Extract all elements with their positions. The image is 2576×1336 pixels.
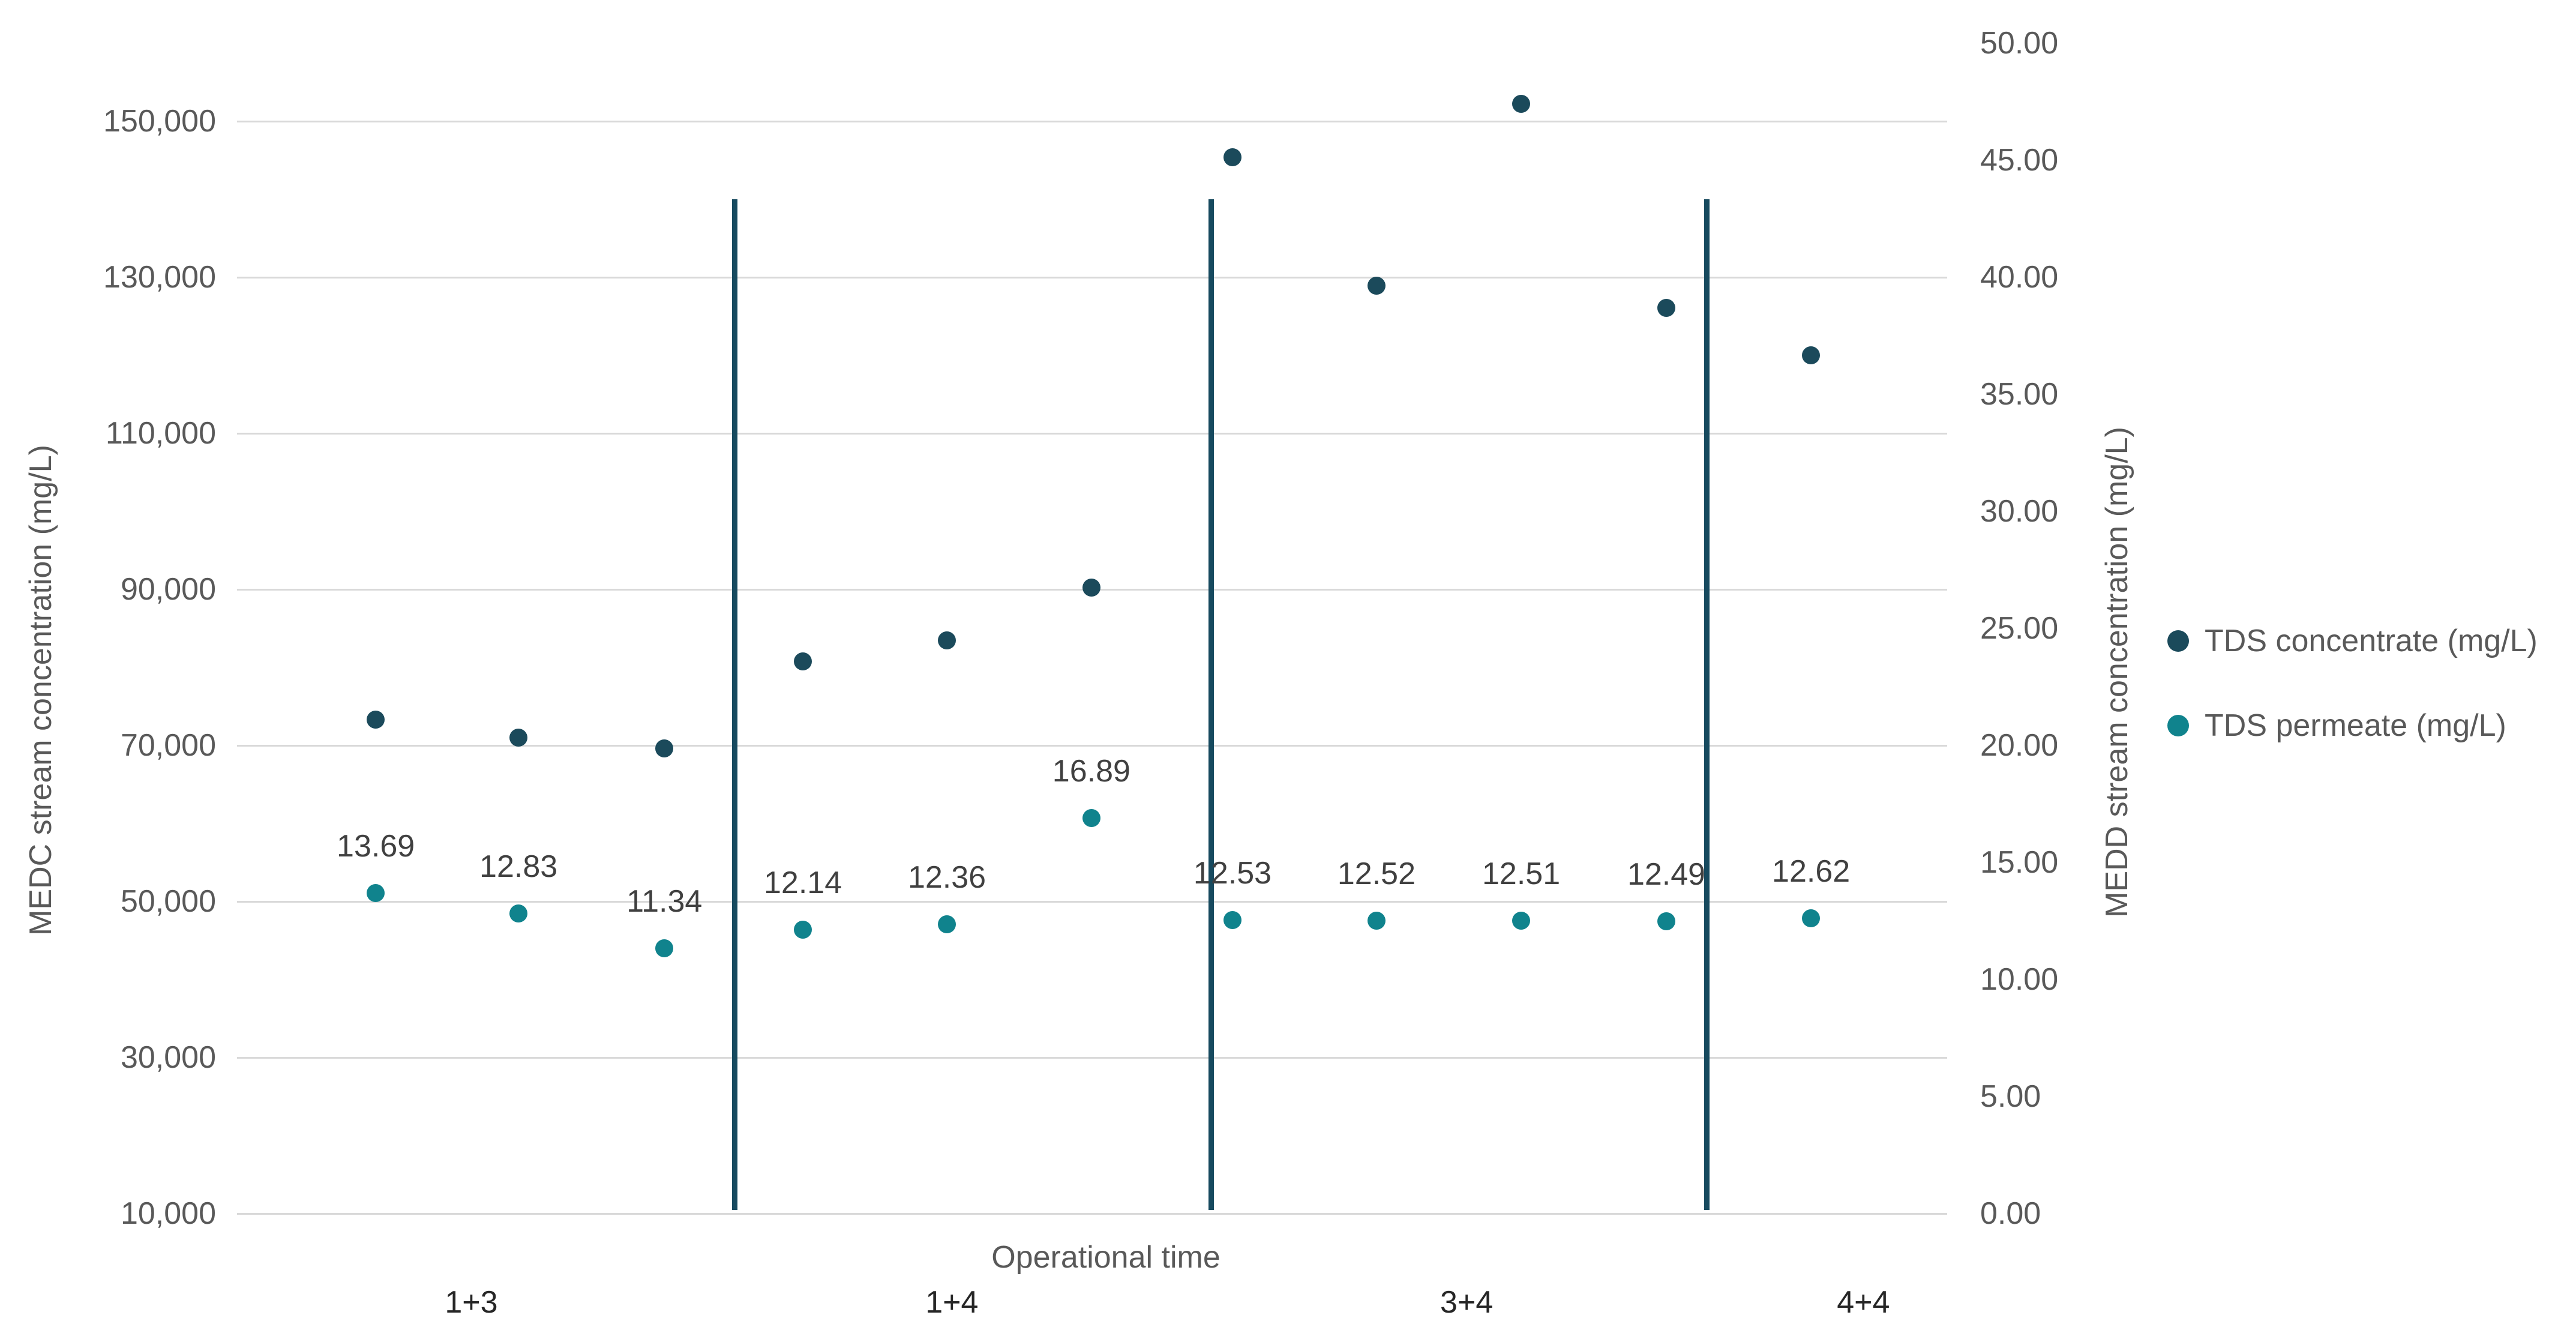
right-axis-tick-label: 10.00 (1980, 962, 2059, 997)
permeate-point[interactable] (1223, 911, 1241, 930)
concentrate-point[interactable] (1367, 277, 1386, 295)
group-divider-line (1704, 199, 1710, 1210)
left-axis-tick-label: 110,000 (105, 416, 216, 451)
right-axis-tick-label: 0.00 (1980, 1196, 2041, 1231)
right-axis-title: MEDD stream concentration (mg/L) (2100, 427, 2134, 918)
permeate-data-label: 12.83 (479, 849, 558, 884)
permeate-data-label: 12.49 (1627, 856, 1706, 892)
left-axis-tick-label: 50,000 (120, 884, 216, 919)
gridline (237, 276, 1947, 278)
gridline (237, 1056, 1947, 1059)
concentrate-series-marker-icon (2167, 630, 2189, 652)
legend: TDS concentrate (mg/L) TDS permeate (mg/… (2167, 612, 2538, 781)
x-axis-category-label: 4+4 (1837, 1285, 1890, 1320)
concentrate-point[interactable] (1657, 298, 1676, 317)
right-axis-tick-label: 25.00 (1980, 611, 2059, 646)
x-axis-category-label: 3+4 (1440, 1285, 1494, 1320)
right-axis-tick-label: 5.00 (1980, 1079, 2041, 1114)
gridline (237, 120, 1947, 122)
left-axis-tick-label: 30,000 (120, 1040, 216, 1075)
right-axis-tick-label: 15.00 (1980, 845, 2059, 880)
permeate-data-label: 12.62 (1772, 853, 1851, 889)
permeate-point[interactable] (794, 920, 812, 939)
concentrate-point[interactable] (1802, 346, 1821, 364)
concentrate-point[interactable] (367, 711, 385, 729)
group-divider-line (732, 199, 738, 1210)
gridline (237, 744, 1947, 747)
permeate-data-label: 12.14 (763, 865, 842, 900)
gridline (237, 900, 1947, 903)
concentrate-point[interactable] (1512, 95, 1531, 113)
permeate-data-label: 12.53 (1193, 856, 1272, 891)
left-axis-tick-label: 90,000 (120, 572, 216, 607)
permeate-data-label: 12.36 (907, 859, 986, 895)
right-axis-tick-label: 40.00 (1980, 260, 2059, 295)
permeate-series-marker-icon (2167, 714, 2189, 736)
permeate-point[interactable] (655, 939, 674, 957)
permeate-point[interactable] (367, 884, 385, 903)
permeate-data-label: 12.51 (1482, 856, 1561, 892)
right-axis-tick-label: 50.00 (1980, 26, 2059, 61)
left-axis-title: MEDC stream concentration (mg/L) (23, 445, 58, 936)
permeate-data-label: 13.69 (337, 829, 415, 864)
concentrate-point[interactable] (1223, 148, 1241, 166)
group-divider-line (1208, 199, 1214, 1210)
right-axis-tick-label: 35.00 (1980, 377, 2059, 412)
concentrate-point[interactable] (509, 729, 528, 747)
right-axis-tick-label: 45.00 (1980, 143, 2059, 178)
concentrate-point[interactable] (794, 652, 812, 670)
x-axis-category-label: 1+3 (445, 1285, 498, 1320)
permeate-point[interactable] (1512, 912, 1531, 930)
x-axis-title: Operational time (991, 1240, 1220, 1275)
permeate-data-label: 12.52 (1337, 856, 1416, 891)
legend-item-permeate[interactable]: TDS permeate (mg/L) (2167, 697, 2538, 754)
permeate-data-label: 11.34 (626, 883, 703, 919)
plot-area: 13.69 12.83 11.34 12.14 12.36 16.89 12.53 12.52… (237, 43, 1947, 1215)
right-axis-tick-label: 30.00 (1980, 494, 2059, 529)
permeate-point[interactable] (1082, 809, 1100, 828)
permeate-point[interactable] (1367, 911, 1386, 930)
gridline (237, 1212, 1947, 1215)
permeate-point[interactable] (1657, 912, 1676, 930)
legend-label-concentrate: TDS concentrate (mg/L) (2205, 623, 2538, 658)
left-axis-tick-label: 10,000 (120, 1196, 216, 1231)
x-axis-category-label: 1+4 (925, 1285, 979, 1320)
permeate-point[interactable] (938, 915, 956, 933)
concentrate-point[interactable] (1082, 579, 1100, 597)
legend-label-permeate: TDS permeate (mg/L) (2205, 708, 2506, 743)
permeate-point[interactable] (1802, 909, 1821, 927)
gridline (237, 432, 1947, 435)
right-axis-tick-label: 20.00 (1980, 728, 2059, 763)
permeate-data-label: 16.89 (1052, 754, 1130, 789)
left-axis-tick-label: 130,000 (103, 260, 216, 295)
left-axis-tick-label: 150,000 (103, 104, 216, 139)
legend-item-concentrate[interactable]: TDS concentrate (mg/L) (2167, 612, 2538, 669)
permeate-point[interactable] (509, 904, 528, 922)
concentrate-point[interactable] (655, 739, 674, 758)
left-axis-tick-label: 70,000 (120, 728, 216, 763)
concentrate-point[interactable] (938, 631, 956, 649)
